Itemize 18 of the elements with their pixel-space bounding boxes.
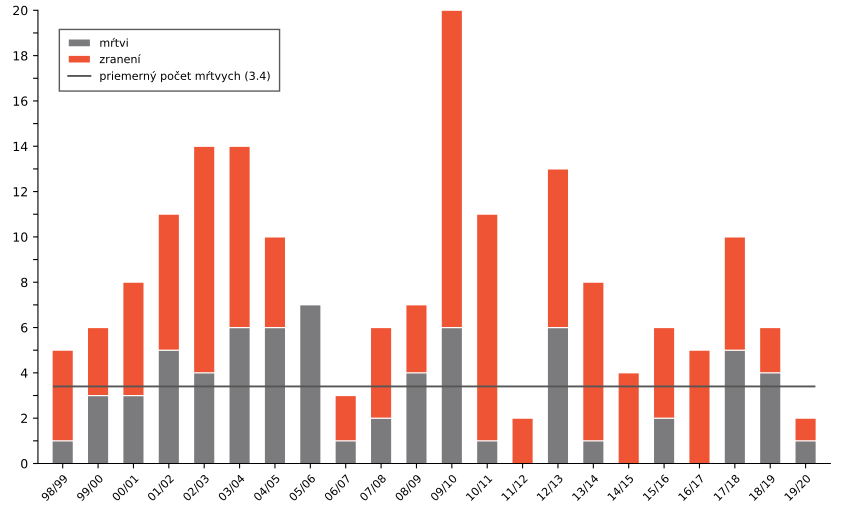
y-tick-label: 16 xyxy=(14,96,28,106)
y-tick-label: 18 xyxy=(14,51,28,61)
legend-label: zranení xyxy=(100,54,141,64)
bar xyxy=(618,372,640,464)
y-tick-label: 2 xyxy=(21,414,27,423)
legend-label: priemerný počet mŕtvych (3.4) xyxy=(100,70,270,82)
bar xyxy=(511,418,534,464)
y-tick-label: 20 xyxy=(13,6,28,16)
legend-label: mŕtvi xyxy=(100,38,128,47)
y-tick-label: 4 xyxy=(20,368,28,378)
y-tick-label: 8 xyxy=(21,278,28,288)
y-tick-label: 14 xyxy=(14,142,28,152)
y-tick-label: 12 xyxy=(14,187,27,196)
bar xyxy=(299,304,322,464)
y-tick-label: 10 xyxy=(14,232,28,242)
y-tick-label: 0 xyxy=(21,458,28,468)
y-tick-label: 6 xyxy=(21,323,28,332)
bar xyxy=(688,350,711,464)
